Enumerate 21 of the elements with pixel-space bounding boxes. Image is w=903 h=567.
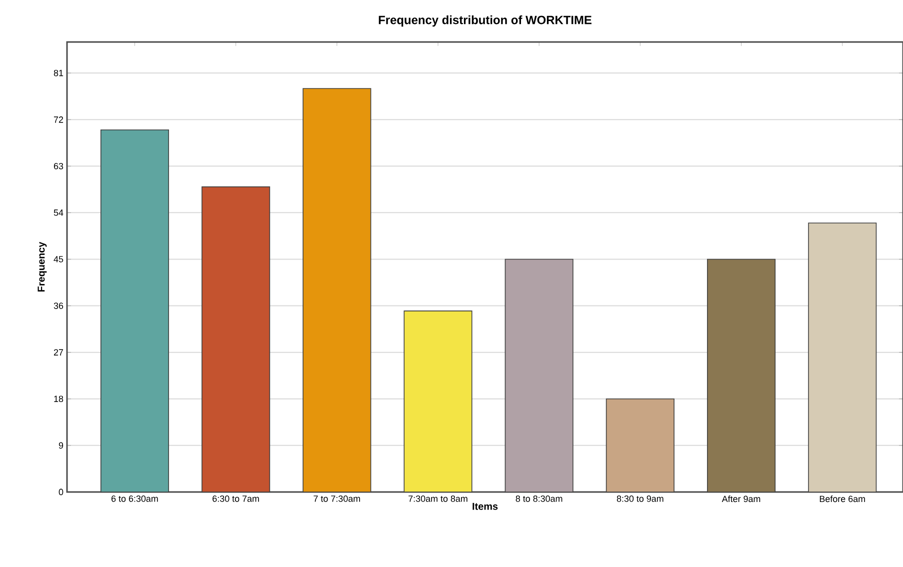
chart-title: Frequency distribution of WORKTIME — [378, 15, 592, 27]
x-tick-label: 6:30 to 7am — [212, 496, 259, 502]
y-tick-label: 27 — [54, 349, 64, 356]
x-tick-label: 7:30am to 8am — [408, 496, 468, 502]
y-tick-label: 63 — [54, 162, 64, 170]
y-tick-label: 0 — [58, 488, 64, 496]
y-tick-label: 45 — [54, 256, 64, 262]
x-tick-label: Before 6am — [820, 496, 865, 502]
y-tick-label: 54 — [54, 210, 64, 216]
y-tick-label: 9 — [58, 442, 64, 449]
y-axis-title: Frequency — [38, 242, 47, 292]
x-tick-label: After 9am — [722, 496, 760, 502]
x-tick-label: 7 to 7:30am — [314, 496, 360, 502]
y-tick-label: 18 — [54, 396, 64, 402]
x-axis-title: Items — [472, 502, 498, 510]
x-tick-label: 8 to 8:30am — [516, 496, 562, 502]
y-tick-label: 36 — [54, 302, 64, 309]
y-tick-label: 81 — [54, 70, 64, 76]
x-tick-label: 6 to 6:30am — [112, 496, 158, 502]
x-tick-label: 8:30 to 9am — [616, 496, 664, 502]
y-tick-label: 72 — [54, 116, 64, 123]
